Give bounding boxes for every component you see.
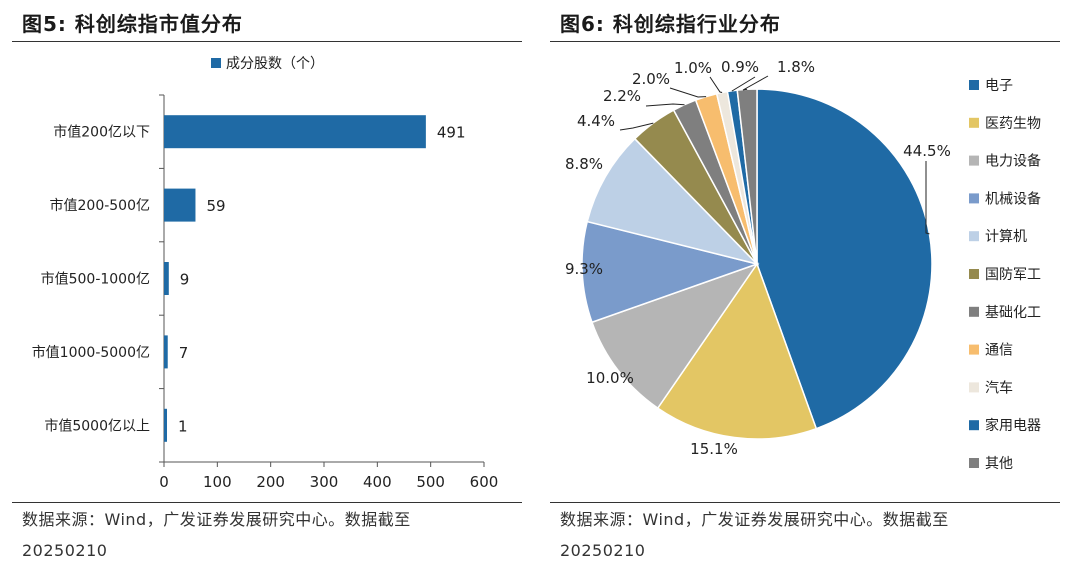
pie-data-label: 0.9% bbox=[721, 58, 759, 76]
bar-category-label: 市值1000-5000亿 bbox=[32, 344, 150, 361]
right-source-line1: 数据来源：Wind，广发证券发展研究中心。数据截至 bbox=[560, 510, 949, 529]
bar-data-label: 1 bbox=[178, 417, 188, 435]
pie-legend-swatch bbox=[969, 458, 979, 468]
bar-legend-swatch bbox=[211, 58, 221, 68]
pie-data-label: 1.8% bbox=[777, 58, 815, 76]
pie-legend-label: 其他 bbox=[985, 456, 1013, 472]
bar-x-tick-label: 200 bbox=[256, 473, 285, 491]
pie-legend-label: 家用电器 bbox=[985, 417, 1041, 434]
pie-data-label: 8.8% bbox=[565, 155, 603, 173]
left-bar-chart: 成分股数（个） 0 100 200 300 400 500 600 市值200亿以下市值200… bbox=[32, 56, 499, 491]
pie-data-label: 4.4% bbox=[577, 112, 615, 130]
pie-slice bbox=[736, 88, 758, 265]
pie-data-label: 10.0% bbox=[586, 369, 634, 387]
bar bbox=[164, 115, 426, 149]
right-source-line2: 20250210 bbox=[560, 541, 646, 560]
pie-leader-line bbox=[742, 75, 769, 91]
pie-data-label: 15.1% bbox=[690, 440, 738, 458]
bar bbox=[164, 335, 168, 369]
pie-legend-label: 计算机 bbox=[985, 229, 1027, 245]
pie-data-label: 1.0% bbox=[674, 59, 712, 77]
pie-legend-label: 电子 bbox=[985, 78, 1013, 94]
bar-marks: 491 59 9 7 1 bbox=[164, 115, 466, 442]
bar bbox=[164, 262, 169, 295]
bar-x-tick-label: 500 bbox=[416, 473, 445, 491]
pie-legend-swatch bbox=[969, 344, 979, 355]
bar-category-label: 市值500-1000亿 bbox=[41, 271, 150, 288]
pie-leader-line bbox=[925, 161, 930, 235]
pie-data-label: 2.2% bbox=[603, 87, 641, 105]
pie-legend-label: 电力设备 bbox=[985, 153, 1041, 170]
pie-legend-swatch bbox=[969, 80, 979, 90]
bar-data-label: 59 bbox=[206, 197, 225, 215]
pie-leader-line bbox=[645, 103, 685, 107]
pie-slice bbox=[586, 137, 760, 266]
pie-legend-label: 通信 bbox=[985, 343, 1013, 359]
pie-legend-label: 国防军工 bbox=[985, 267, 1041, 283]
bar-category-label: 市值200-500亿 bbox=[50, 197, 151, 214]
bar-category-label: 市值5000亿以上 bbox=[44, 417, 150, 434]
right-panel-title: 图6: 科创综指行业分布 bbox=[560, 12, 781, 36]
pie-legend-swatch bbox=[969, 420, 979, 431]
left-source-line1: 数据来源：Wind，广发证券发展研究中心。数据截至 bbox=[22, 510, 411, 529]
pie-legend-swatch bbox=[969, 193, 979, 204]
bar-x-tick-label: 400 bbox=[363, 473, 392, 491]
bar bbox=[164, 188, 196, 222]
pie-legend-swatch bbox=[969, 117, 979, 128]
pie-slice bbox=[591, 262, 759, 410]
pie-legend-swatch bbox=[969, 231, 979, 242]
pie-legend-label: 医药生物 bbox=[985, 116, 1041, 132]
pie-legend-label: 机械设备 bbox=[985, 190, 1041, 207]
right-title-rule bbox=[550, 41, 1060, 42]
bar-axes: 0 100 200 300 400 500 600 市值200亿以下市值200-500亿市值5… bbox=[32, 94, 499, 491]
pie-data-label: 2.0% bbox=[632, 70, 670, 88]
pie-leader-line bbox=[619, 122, 654, 131]
bar-data-label: 7 bbox=[179, 344, 189, 362]
pie-leader-line bbox=[709, 76, 723, 93]
pie-legend-swatch bbox=[969, 306, 979, 317]
bar-x-tick-label: 600 bbox=[470, 473, 499, 491]
pie-labels: 44.5% 15.1% 10.0% 9.3% 8.8% 4.4% 2.2%2.0%1.0% 0… bbox=[565, 58, 951, 458]
bar-data-label: 491 bbox=[437, 124, 466, 142]
pie-legend-label: 基础化工 bbox=[985, 304, 1041, 321]
left-source-rule bbox=[12, 502, 522, 503]
bar-data-label: 9 bbox=[180, 271, 190, 289]
bar bbox=[164, 408, 167, 442]
bar-legend: 成分股数（个） bbox=[211, 56, 324, 72]
pie-legend-swatch bbox=[969, 269, 979, 279]
pie-data-label: 44.5% bbox=[903, 142, 951, 160]
bar-x-tick-label: 100 bbox=[203, 473, 232, 491]
bar-category-label: 市值200亿以下 bbox=[53, 124, 150, 141]
left-panel-title: 图5: 科创综指市值分布 bbox=[22, 12, 243, 36]
bar-x-tick-label: 300 bbox=[310, 473, 339, 491]
pie-legend-swatch bbox=[969, 382, 979, 393]
pie-leader-line bbox=[669, 87, 707, 98]
right-pie-chart: 44.5% 15.1% 10.0% 9.3% 8.8% 4.4% 2.2%2.0%1.0% 0… bbox=[565, 58, 1041, 472]
pie-data-label: 9.3% bbox=[565, 260, 603, 278]
pie-leader-line bbox=[731, 76, 756, 92]
pie-legend-swatch bbox=[969, 155, 979, 166]
left-title-rule bbox=[12, 41, 522, 42]
bar-legend-label: 成分股数（个） bbox=[226, 56, 324, 72]
pie-legend-label: 汽车 bbox=[985, 379, 1013, 396]
right-source-rule bbox=[550, 502, 1060, 503]
pie-slice bbox=[581, 220, 760, 324]
left-source-line2: 20250210 bbox=[22, 541, 108, 560]
pie-slices bbox=[581, 88, 933, 440]
pie-slice bbox=[656, 262, 818, 440]
bar-x-tick-label: 0 bbox=[159, 473, 169, 491]
